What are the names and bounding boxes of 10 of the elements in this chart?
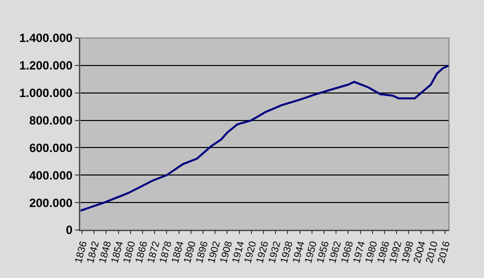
y-tick-label: 800.000 [29, 113, 73, 128]
y-tick-label: 400.000 [29, 168, 73, 182]
y-tick-label: 1.400.000 [19, 31, 73, 46]
y-tick-label: 1.200.000 [19, 58, 73, 73]
line-series [80, 64, 449, 212]
y-tick-label: 0 [66, 223, 73, 238]
x-tick-label: 2016 [436, 240, 453, 265]
y-tick-label: 600.000 [29, 140, 73, 155]
y-tick-label: 1.000.000 [19, 86, 73, 100]
y-tick-label: 200.000 [29, 196, 73, 210]
